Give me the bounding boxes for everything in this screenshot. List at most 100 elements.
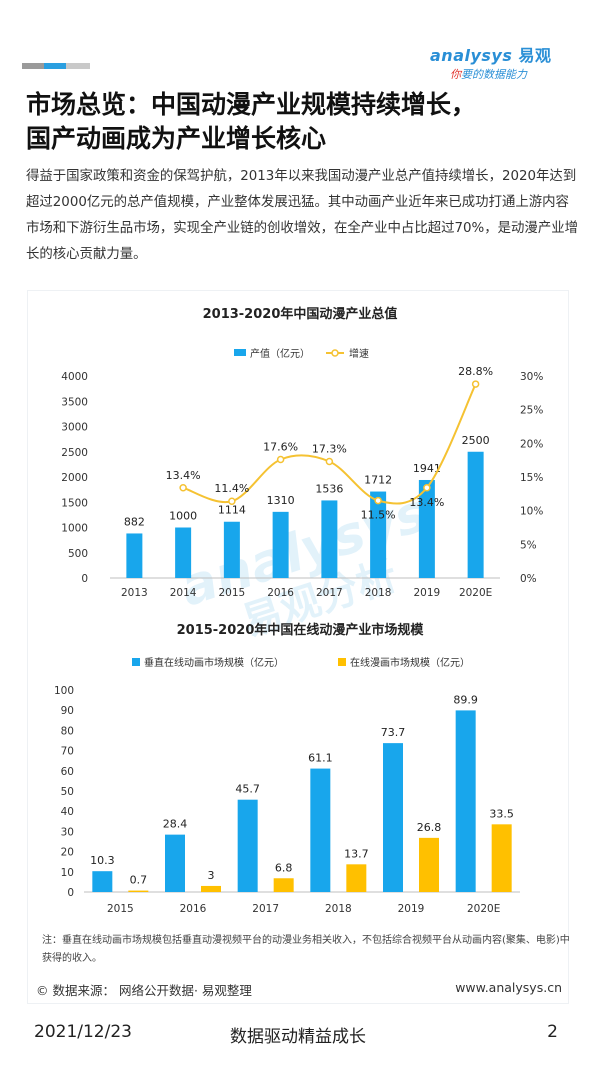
chart-panel [27,290,569,1004]
accent-bar-gray [22,63,44,69]
chart2-xtick: 2016 [180,903,207,915]
chart2-bar-animation [455,710,476,892]
chart1-y2tick: 0% [520,573,537,585]
data-source: © 数据来源： 网络公开数据· 易观整理 [36,983,252,998]
chart1-bar [418,479,435,578]
chart2-bar-comic [273,878,294,892]
chart2-xtick: 2020E [467,903,500,915]
chart2-bar-comic [346,864,367,892]
footer-slogan: 数据驱动精益成长 [230,1027,366,1047]
chart1-bar [272,511,289,578]
chart1-xtick: 2017 [316,587,343,599]
chart1-y2tick: 5% [520,539,537,551]
chart1-growth-marker [276,455,285,464]
chart2-title: 2015-2020年中国在线动漫产业市场规模 [177,622,425,638]
chart1-xtick: 2020E [459,587,492,599]
chart1-ytick: 3000 [61,422,88,434]
chart2-bar-animation-label: 45.7 [235,783,260,796]
chart1-bar-label: 1536 [315,482,343,495]
chart2-bar-animation-label: 73.7 [381,726,406,739]
chart1-y2tick: 10% [520,506,543,518]
chart2-bar-comic [128,890,149,892]
chart1-growth-label: 28.8% [458,365,493,378]
chart2-bar-comic [419,837,439,892]
chart2-xtick: 2017 [252,903,279,915]
chart-footnote: 注：垂直在线动画市场规模包括垂直动漫视频平台的动漫业务相关收入，不包括综合视频平… [42,935,570,964]
chart1-growth-label: 17.6% [263,440,298,453]
chart1-bar-label: 882 [124,515,145,528]
chart2-ytick: 0 [67,887,74,899]
chart2-legend-comic-label: 在线漫画市场规模（亿元） [350,656,470,669]
logo-prefix: a [430,46,442,65]
chart1-y2tick: 15% [520,472,543,484]
chart2-bar-animation [92,871,113,892]
chart2-legend-animation-label: 垂直在线动画市场规模（亿元） [144,656,284,669]
chart1-growth-marker [179,484,187,492]
accent-bar-light [66,63,90,69]
chart2-bar-comic-label: 3 [208,869,215,882]
chart2-xtick: 2015 [107,903,134,915]
chart1-legend-bar-swatch [234,349,246,356]
chart1-bar [175,527,192,578]
chart1-bar-label: 1114 [218,504,246,517]
chart1-legend-line-label: 增速 [349,347,369,360]
chart2-bar-animation [383,743,403,892]
chart1-growth-marker [374,496,382,505]
chart1-growth-label: 11.5% [361,509,396,522]
chart1-bar-label: 2500 [462,434,490,447]
intro-paragraph: 得益于国家政策和资金的保驾护航，2013年以来我国动漫产业总产值持续增长，202… [26,169,578,262]
chart1-ytick: 3500 [61,396,88,408]
chart1-growth-marker [228,497,236,505]
chart1-y2tick: 20% [520,438,543,450]
tagline-first: 你 [450,68,461,81]
chart1-ytick: 1000 [61,523,88,535]
chart1-growth-label: 17.3% [312,443,347,456]
website-url[interactable]: www.analysys.cn [455,980,562,995]
chart1-bar-label: 1712 [364,474,392,487]
chart1-growth-label: 11.4% [214,482,249,495]
tagline-rest: 要的数据能力 [461,68,527,81]
title-line-2: 国产动画成为产业增长核心 [26,124,327,153]
chart2-bar-comic-label: 13.7 [344,847,369,860]
chart2-bar-animation [310,768,331,892]
chart2-xtick: 2019 [398,903,425,915]
chart2-ytick: 100 [54,685,74,697]
chart2-ytick: 20 [61,847,74,859]
chart2-ytick: 70 [61,746,74,758]
chart1-ytick: 2500 [61,447,88,459]
analysys-logo: analysys 易观 你要的数据能力 [430,42,560,82]
chart1-y2tick: 30% [520,371,543,383]
header-accent-bar [22,63,90,69]
chart2-legend-animation-swatch [132,658,140,666]
chart1-growth-label: 13.4% [166,469,201,482]
chart1-xtick: 2013 [121,587,148,599]
chart2-bar-comic-label: 6.8 [275,861,293,874]
title-line-1: 市场总览：中国动漫产业规模持续增长， [26,90,477,119]
chart1-bar-label: 1000 [169,510,197,523]
chart1-ytick: 500 [68,548,88,560]
chart1-ytick: 4000 [61,371,88,383]
chart2-bar-animation-label: 89.9 [453,693,478,706]
chart2-bar-animation [165,834,185,892]
chart1-xtick: 2016 [267,587,294,599]
chart2-ytick: 60 [61,766,74,778]
chart1-xtick: 2019 [414,587,441,599]
chart2-bar-comic [491,824,512,892]
chart1-bar-label: 1941 [413,462,441,475]
chart1-xtick: 2014 [170,587,197,599]
logo-text: nalysys [441,46,513,65]
footer-date: 2021/12/23 [34,1022,132,1042]
chart1-bar [223,521,240,578]
chart2-ytick: 80 [61,725,74,737]
page-number: 2 [547,1022,558,1042]
chart1-bar [126,533,143,578]
chart1-legend-bar-label: 产值（亿元） [250,347,310,360]
chart1-bar [467,451,484,578]
page-title: 市场总览：中国动漫产业规模持续增长， 国产动画成为产业增长核心 [26,88,586,156]
chart1-ytick: 2000 [61,472,88,484]
chart1-ytick: 0 [81,573,88,585]
chart1-bar [370,491,387,578]
chart2-bar-animation-label: 61.1 [308,752,333,765]
